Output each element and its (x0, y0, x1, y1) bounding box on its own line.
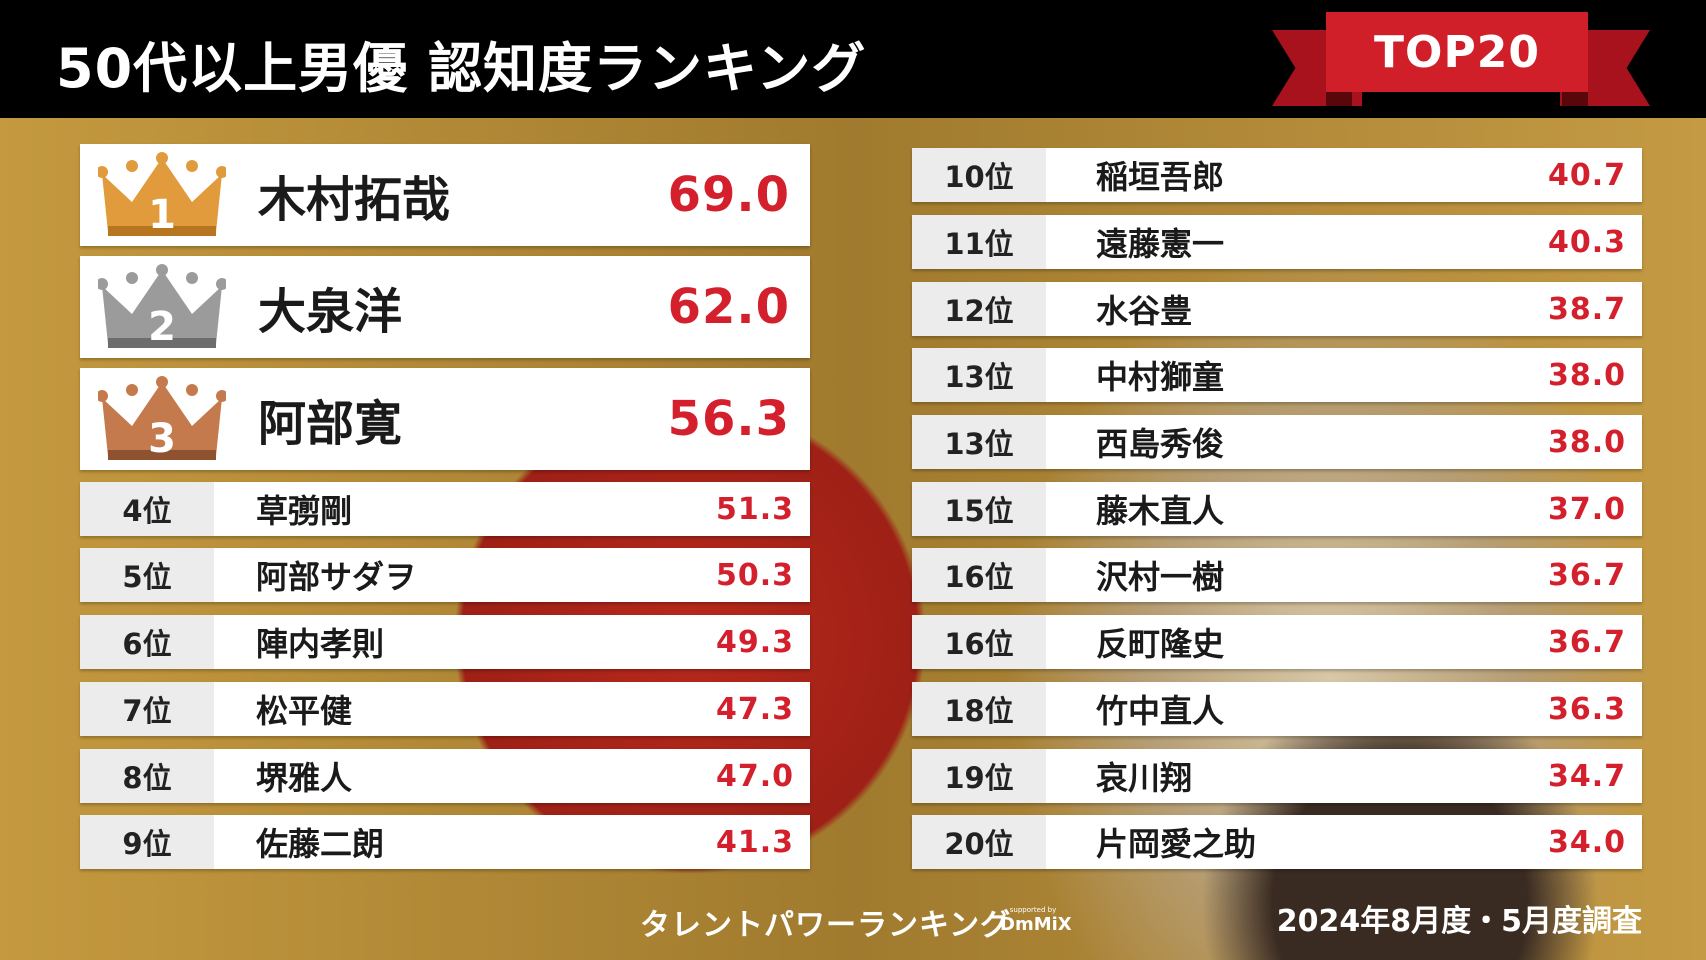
actor-score: 38.0 (1547, 357, 1626, 393)
rank-label: 13位 (912, 348, 1046, 402)
ranking-row-9: 9位 佐藤二朗 41.3 (80, 815, 810, 869)
actor-name: 草彅剛 (256, 492, 353, 530)
actor-score: 62.0 (667, 279, 790, 335)
actor-name: 藤木直人 (1096, 492, 1225, 530)
silver-crown-icon: 2 (98, 264, 226, 350)
actor-name: 稲垣吾郎 (1096, 158, 1225, 196)
rank-label: 11位 (912, 215, 1046, 269)
actor-score: 38.0 (1547, 424, 1626, 460)
actor-score: 47.3 (715, 691, 794, 727)
rank-number: 1 (148, 192, 176, 238)
ranking-row-1: 1 木村拓哉 69.0 (80, 144, 810, 246)
rank-label: 16位 (912, 615, 1046, 669)
actor-score: 41.3 (715, 824, 794, 860)
actor-score: 51.3 (715, 491, 794, 527)
actor-score: 36.3 (1547, 691, 1626, 727)
rank-label: 19位 (912, 749, 1046, 803)
ranking-row-2: 2 大泉洋 62.0 (80, 256, 810, 358)
ranking-row-15: 15位 藤木直人 37.0 (912, 482, 1642, 536)
actor-score: 36.7 (1547, 557, 1626, 593)
top20-badge: TOP20 (1326, 12, 1588, 92)
rank-label: 16位 (912, 548, 1046, 602)
rank-label: 12位 (912, 282, 1046, 336)
talent-power-ranking-logo: タレントパワーランキング (640, 908, 1012, 943)
actor-name: 哀川翔 (1096, 759, 1193, 797)
actor-score: 50.3 (715, 557, 794, 593)
page-title: 50代以上男優 認知度ランキング (56, 37, 867, 100)
ranking-row-10: 10位 稲垣吾郎 40.7 (912, 148, 1642, 202)
actor-name: 松平健 (256, 692, 353, 730)
supported-by-label: supported by (1009, 906, 1057, 914)
rank-number: 2 (148, 304, 176, 350)
ranking-row-16b: 16位 反町隆史 36.7 (912, 615, 1642, 669)
actor-score: 37.0 (1547, 491, 1626, 527)
actor-score: 40.3 (1547, 224, 1626, 260)
actor-name: 阿部寛 (258, 396, 403, 452)
actor-name: 遠藤憲一 (1096, 225, 1225, 263)
ranking-row-6: 6位 陣内孝則 49.3 (80, 615, 810, 669)
actor-name: 佐藤二朗 (256, 825, 385, 863)
actor-name: 木村拓哉 (258, 172, 451, 228)
actor-score: 49.3 (715, 624, 794, 660)
actor-name: 陣内孝則 (256, 625, 385, 663)
bronze-crown-icon: 3 (98, 376, 226, 462)
rank-label: 8位 (80, 749, 214, 803)
actor-name: 阿部サダヲ (256, 558, 417, 596)
actor-score: 56.3 (667, 391, 790, 447)
actor-score: 34.7 (1547, 758, 1626, 794)
actor-name: 沢村一樹 (1096, 558, 1225, 596)
rank-label: 9位 (80, 815, 214, 869)
survey-date: 2024年8月度・5月度調査 (1276, 904, 1642, 939)
actor-score: 47.0 (715, 758, 794, 794)
ranking-row-13a: 13位 中村獅童 38.0 (912, 348, 1642, 402)
rank-label: 5位 (80, 548, 214, 602)
ranking-row-12: 12位 水谷豊 38.7 (912, 282, 1642, 336)
rank-label: 20位 (912, 815, 1046, 869)
actor-score: 69.0 (667, 167, 790, 223)
actor-name: 堺雅人 (256, 759, 353, 797)
ranking-row-4: 4位 草彅剛 51.3 (80, 482, 810, 536)
actor-score: 36.7 (1547, 624, 1626, 660)
ranking-row-19: 19位 哀川翔 34.7 (912, 749, 1642, 803)
actor-score: 38.7 (1547, 291, 1626, 327)
rank-label: 13位 (912, 415, 1046, 469)
ribbon-fold-left (1326, 88, 1352, 106)
actor-name: 竹中直人 (1096, 692, 1225, 730)
rank-label: 4位 (80, 482, 214, 536)
actor-score: 40.7 (1547, 157, 1626, 193)
sponsor-name: DmMiX (1000, 914, 1072, 935)
gold-crown-icon: 1 (98, 152, 226, 238)
ranking-row-7: 7位 松平健 47.3 (80, 682, 810, 736)
ribbon-fold-right (1562, 88, 1588, 106)
rank-label: 15位 (912, 482, 1046, 536)
actor-name: 反町隆史 (1096, 625, 1225, 663)
ranking-row-13b: 13位 西島秀俊 38.0 (912, 415, 1642, 469)
actor-name: 水谷豊 (1096, 292, 1193, 330)
actor-name: 中村獅童 (1096, 358, 1225, 396)
ranking-row-3: 3 阿部寛 56.3 (80, 368, 810, 470)
rank-label: 7位 (80, 682, 214, 736)
ranking-row-16a: 16位 沢村一樹 36.7 (912, 548, 1642, 602)
ranking-row-18: 18位 竹中直人 36.3 (912, 682, 1642, 736)
actor-name: 片岡愛之助 (1096, 825, 1257, 863)
ranking-row-11: 11位 遠藤憲一 40.3 (912, 215, 1642, 269)
rank-number: 3 (148, 416, 176, 462)
rank-label: 10位 (912, 148, 1046, 202)
ranking-row-20: 20位 片岡愛之助 34.0 (912, 815, 1642, 869)
ranking-row-8: 8位 堺雅人 47.0 (80, 749, 810, 803)
sponsor-logo: supported by DmMiX (1000, 906, 1072, 940)
actor-name: 西島秀俊 (1096, 425, 1225, 463)
actor-score: 34.0 (1547, 824, 1626, 860)
actor-name: 大泉洋 (258, 284, 403, 340)
ranking-row-5: 5位 阿部サダヲ 50.3 (80, 548, 810, 602)
rank-label: 18位 (912, 682, 1046, 736)
rank-label: 6位 (80, 615, 214, 669)
